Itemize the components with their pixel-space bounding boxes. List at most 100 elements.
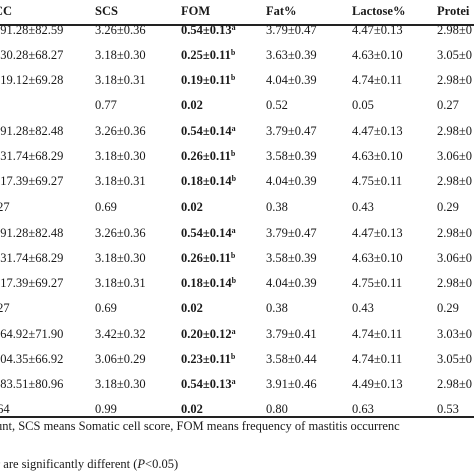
cell-fat: 3.58±0.39 bbox=[266, 247, 317, 269]
cell-protein-value: 0.27 bbox=[437, 98, 459, 112]
cell-fat: 3.91±0.46 bbox=[266, 373, 317, 395]
cell-fat-value: 4.04±0.39 bbox=[266, 276, 317, 290]
cell-scs-value: 0.99 bbox=[95, 402, 117, 416]
table-row: .27 0.69 0.02 0.38 0.43 0.29 bbox=[0, 297, 474, 319]
cell-scs: 3.18±0.30 bbox=[95, 44, 146, 66]
cell-scs-value: 3.26±0.36 bbox=[95, 23, 146, 37]
cell-cc-value: 183.51±80.96 bbox=[0, 377, 64, 391]
cell-fat-value: 3.58±0.44 bbox=[266, 352, 317, 366]
cell-fom: 0.18±0.14b bbox=[181, 170, 236, 192]
cell-cc: 191.28±82.59 bbox=[0, 19, 63, 41]
cell-fat-value: 3.79±0.47 bbox=[266, 124, 317, 138]
cell-lactose: 4.47±0.13 bbox=[352, 120, 403, 142]
cell-lactose: 4.47±0.13 bbox=[352, 19, 403, 41]
cell-scs: 3.18±0.31 bbox=[95, 170, 146, 192]
cell-fat-value: 3.63±0.39 bbox=[266, 48, 317, 62]
cell-cc-value: 231.74±68.29 bbox=[0, 251, 64, 265]
cell-protein-value: 3.03±0 bbox=[437, 327, 472, 341]
cell-fom-value: 0.02 bbox=[181, 98, 203, 112]
cell-cc: 231.74±68.29 bbox=[0, 145, 63, 167]
cell-cc-value: 191.28±82.48 bbox=[0, 226, 64, 240]
cell-scs-value: 0.69 bbox=[95, 200, 117, 214]
table-row: .27 0.69 0.02 0.38 0.43 0.29 bbox=[0, 196, 474, 218]
cell-fat-value: 0.38 bbox=[266, 200, 288, 214]
cell-protein-value: 3.06±0 bbox=[437, 251, 472, 265]
cell-cc: 231.74±68.29 bbox=[0, 247, 63, 269]
cell-protein-value: 2.98±0 bbox=[437, 23, 472, 37]
cell-lactose: 4.63±0.10 bbox=[352, 44, 403, 66]
cell-cc-value: 191.28±82.48 bbox=[0, 124, 64, 138]
cell-protein-value: 2.98±0 bbox=[437, 174, 472, 188]
cell-fom-value: 0.23±0.11 bbox=[181, 352, 231, 366]
cell-protein: 0.53 bbox=[437, 398, 459, 420]
cell-fat: 0.52 bbox=[266, 94, 288, 116]
footnote-p-threshold: <0.05) bbox=[145, 457, 179, 471]
cell-cc: 217.39±69.27 bbox=[0, 170, 63, 192]
table-row: 50.770.020.520.050.27 bbox=[0, 94, 474, 116]
cell-fom: 0.54±0.14a bbox=[181, 222, 236, 244]
cell-protein: 0.29 bbox=[437, 297, 459, 319]
cell-cc: 219.12±69.28 bbox=[0, 69, 63, 91]
cell-fom-value: 0.19±0.11 bbox=[181, 73, 231, 87]
cell-cc-value: 191.28±82.59 bbox=[0, 23, 64, 37]
cell-cc: 204.35±66.92 bbox=[0, 348, 63, 370]
cell-fom-value: 0.18±0.14 bbox=[181, 174, 232, 188]
cell-protein: 0.27 bbox=[437, 94, 459, 116]
significance-letter: b bbox=[230, 352, 236, 361]
cell-fom-value: 0.54±0.14 bbox=[181, 226, 232, 240]
significance-letter: a bbox=[231, 377, 236, 386]
cell-fat: 4.04±0.39 bbox=[266, 170, 317, 192]
cell-protein: 2.98±0 bbox=[437, 19, 472, 41]
cell-fom-value: 0.18±0.14 bbox=[181, 276, 232, 290]
cell-scs-value: 0.69 bbox=[95, 301, 117, 315]
cell-scs: 3.18±0.30 bbox=[95, 247, 146, 269]
cell-protein-value: 0.29 bbox=[437, 200, 459, 214]
cell-lactose-value: 0.05 bbox=[352, 98, 374, 112]
cell-fat: 0.38 bbox=[266, 196, 288, 218]
cell-fom: 0.02 bbox=[181, 398, 203, 420]
table-row: 231.74±68.29 3.18±0.30 0.26±0.11b 3.58±0.39… bbox=[0, 145, 474, 167]
cell-cc: .27 bbox=[0, 196, 10, 218]
significance-letter: a bbox=[231, 124, 236, 133]
cell-lactose-value: 4.74±0.11 bbox=[352, 327, 403, 341]
cell-fat-value: 3.58±0.39 bbox=[266, 251, 317, 265]
cell-lactose-value: 0.63 bbox=[352, 402, 374, 416]
cell-scs: 0.69 bbox=[95, 196, 117, 218]
bottom-rule bbox=[0, 416, 474, 418]
cell-fat-value: 3.91±0.46 bbox=[266, 377, 317, 391]
cell-fat: 0.38 bbox=[266, 297, 288, 319]
table-row: 230.28±68.27 3.18±0.30 0.25±0.11b 3.63±0.39… bbox=[0, 44, 474, 66]
cell-fat: 3.58±0.44 bbox=[266, 348, 317, 370]
significance-letter: b bbox=[231, 276, 237, 285]
cell-protein-value: 3.05±0 bbox=[437, 352, 472, 366]
cell-scs: 3.18±0.30 bbox=[95, 145, 146, 167]
header-scs: SCS bbox=[95, 4, 118, 18]
cell-scs: 3.26±0.36 bbox=[95, 120, 146, 142]
cell-fom: 0.02 bbox=[181, 196, 203, 218]
cell-protein-value: 2.98±0 bbox=[437, 124, 472, 138]
cell-scs-value: 3.26±0.36 bbox=[95, 226, 146, 240]
cell-fom-value: 0.26±0.11 bbox=[181, 149, 231, 163]
cell-protein: 3.05±0 bbox=[437, 348, 472, 370]
cell-protein: 0.29 bbox=[437, 196, 459, 218]
header-lactose: Lactose% bbox=[352, 4, 406, 18]
cell-scs: 3.42±0.32 bbox=[95, 323, 146, 345]
table-row: 204.35±66.92 3.06±0.29 0.23±0.11b 3.58±0.44… bbox=[0, 348, 474, 370]
cell-scs-value: 3.18±0.31 bbox=[95, 174, 146, 188]
cell-lactose: 4.74±0.11 bbox=[352, 348, 402, 370]
cell-scs-value: 3.18±0.30 bbox=[95, 149, 146, 163]
cell-cc: .27 bbox=[0, 297, 10, 319]
header-fom: FOM bbox=[181, 4, 211, 18]
cell-lactose: 4.63±0.10 bbox=[352, 145, 403, 167]
cell-protein: 2.98±0 bbox=[437, 373, 472, 395]
table-row: 191.28±82.48 3.26±0.36 0.54±0.14a 3.79±0.47… bbox=[0, 120, 474, 142]
cell-scs: 3.18±0.31 bbox=[95, 272, 146, 294]
cell-scs-value: 3.06±0.29 bbox=[95, 352, 146, 366]
significance-letter: b bbox=[230, 251, 236, 260]
cell-scs: 3.26±0.36 bbox=[95, 19, 146, 41]
cell-cc-value: .27 bbox=[0, 200, 10, 214]
cell-scs-value: 3.26±0.36 bbox=[95, 124, 146, 138]
cell-lactose: 4.74±0.11 bbox=[352, 323, 402, 345]
significance-letter: a bbox=[231, 226, 236, 235]
